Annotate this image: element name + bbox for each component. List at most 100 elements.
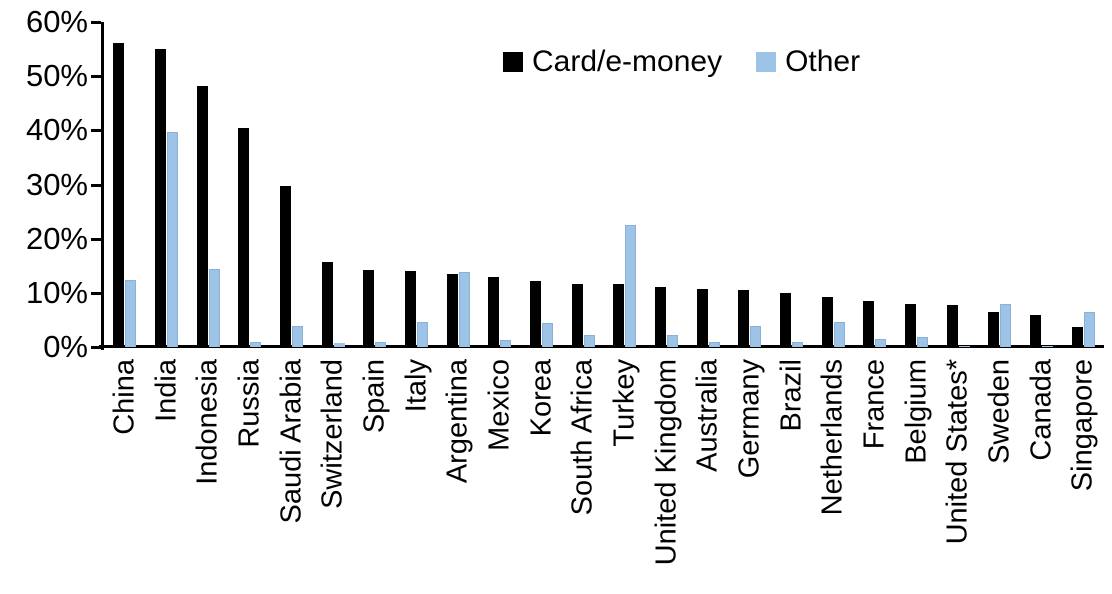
card-e-money-bar-brazil (780, 293, 792, 347)
bar-group-united-states (937, 22, 979, 347)
other-bar-indonesia (208, 269, 220, 347)
card-e-money-bar-mexico (488, 277, 500, 347)
bar-group-turkey (604, 22, 646, 347)
y-tick-label-40: 40% (25, 112, 88, 148)
card-e-money-bar-netherlands (821, 297, 833, 347)
x-label-turkey: Turkey (608, 359, 641, 447)
chart-legend: Card/e-money Other (503, 45, 860, 79)
x-label-russia: Russia (233, 359, 266, 448)
y-tick-label-10: 10% (25, 274, 88, 310)
other-bar-canada (1042, 346, 1054, 347)
other-bar-belgium (917, 337, 929, 347)
x-label-argentina: Argentina (441, 359, 474, 484)
x-label-korea: Korea (524, 359, 557, 437)
other-bar-united-kingdom (667, 335, 679, 347)
bar-group-france (854, 22, 896, 347)
x-axis-labels: China India Indonesia Russia Saudi Arabia Swi… (104, 359, 1104, 594)
card-e-money-bar-indonesia (196, 86, 208, 347)
card-e-money-bar-russia (238, 128, 250, 347)
bar-group-korea (521, 22, 563, 347)
bar-group-saudi-arabia (271, 22, 313, 347)
bar-group-argentina (437, 22, 479, 347)
bar-group-mexico (479, 22, 521, 347)
x-axis-line (99, 345, 1104, 348)
bar-group-singapore (1062, 22, 1104, 347)
card-e-money-bar-spain (363, 270, 375, 347)
y-tick-mark-40 (91, 129, 101, 132)
bar-group-germany (729, 22, 771, 347)
y-tick-mark-10 (91, 292, 101, 295)
card-e-money-bar-korea (530, 281, 542, 347)
plot-area (104, 22, 1104, 347)
x-label-switzerland: Switzerland (316, 359, 349, 509)
card-e-money-bar-singapore (1071, 327, 1083, 347)
card-e-money-bar-turkey (613, 284, 625, 347)
x-label-belgium: Belgium (899, 359, 932, 464)
card-e-money-bar-germany (738, 290, 750, 347)
other-bar-italy (417, 322, 429, 347)
x-label-united-states: United States* (941, 359, 974, 545)
bar-group-china (104, 22, 146, 347)
other-swatch-icon (756, 52, 777, 72)
x-label-australia: Australia (691, 359, 724, 472)
y-tick-mark-50 (91, 75, 101, 78)
bar-group-indonesia (187, 22, 229, 347)
bar-group-russia (229, 22, 271, 347)
x-label-china: China (108, 359, 141, 435)
other-bar-france (875, 339, 887, 347)
bar-group-switzerland (312, 22, 354, 347)
y-axis-line (101, 22, 104, 350)
legend-item-card-e-money: Card/e-money (503, 45, 722, 79)
bar-group-spain (354, 22, 396, 347)
x-label-germany: Germany (733, 359, 766, 479)
y-tick-mark-60 (91, 21, 101, 24)
x-label-sweden: Sweden (983, 359, 1016, 464)
other-bar-korea (542, 323, 554, 347)
bar-group-australia (687, 22, 729, 347)
card-e-money-bar-united-kingdom (655, 287, 667, 347)
other-bar-singapore (1083, 312, 1095, 347)
x-label-singapore: Singapore (1066, 359, 1099, 492)
other-bar-germany (750, 326, 762, 347)
card-e-money-bar-sweden (988, 312, 1000, 347)
card-e-money-bar-saudi-arabia (280, 186, 292, 347)
bar-group-united-kingdom (646, 22, 688, 347)
y-tick-mark-0 (91, 346, 101, 349)
y-tick-label-60: 60% (25, 4, 88, 39)
bar-group-india (146, 22, 188, 347)
x-label-india: India (149, 359, 182, 422)
bar-group-brazil (771, 22, 813, 347)
other-legend-label: Other (785, 45, 861, 78)
other-bar-argentina (458, 272, 470, 347)
other-bar-turkey (625, 225, 637, 347)
card-e-money-bar-france (863, 301, 875, 347)
bar-group-canada (1021, 22, 1063, 347)
y-tick-label-30: 30% (25, 166, 88, 202)
card-e-money-bar-argentina (446, 274, 458, 347)
x-label-spain: Spain (358, 359, 391, 434)
x-label-canada: Canada (1024, 359, 1057, 461)
y-tick-mark-30 (91, 184, 101, 187)
other-bar-russia (250, 342, 262, 347)
card-e-money-swatch-icon (503, 52, 523, 72)
bar-group-netherlands (812, 22, 854, 347)
y-tick-label-20: 20% (25, 220, 88, 256)
bar-group-belgium (896, 22, 938, 347)
other-bar-netherlands (833, 322, 845, 347)
x-label-south-africa: South Africa (566, 359, 599, 516)
x-label-france: France (858, 359, 891, 450)
other-bar-mexico (500, 340, 512, 347)
x-label-mexico: Mexico (483, 359, 516, 451)
card-e-money-bar-switzerland (321, 262, 333, 347)
other-bar-saudi-arabia (292, 326, 304, 347)
bar-group-south-africa (562, 22, 604, 347)
card-e-money-bar-india (155, 49, 166, 347)
card-e-money-bar-canada (1030, 315, 1042, 347)
card-e-money-bar-china (113, 43, 125, 347)
other-bar-australia (708, 342, 720, 347)
other-bar-sweden (1000, 304, 1012, 347)
other-bar-spain (375, 342, 387, 347)
other-bar-united-states (958, 346, 970, 347)
card-e-money-bar-italy (405, 271, 417, 347)
x-label-italy: Italy (399, 359, 432, 413)
